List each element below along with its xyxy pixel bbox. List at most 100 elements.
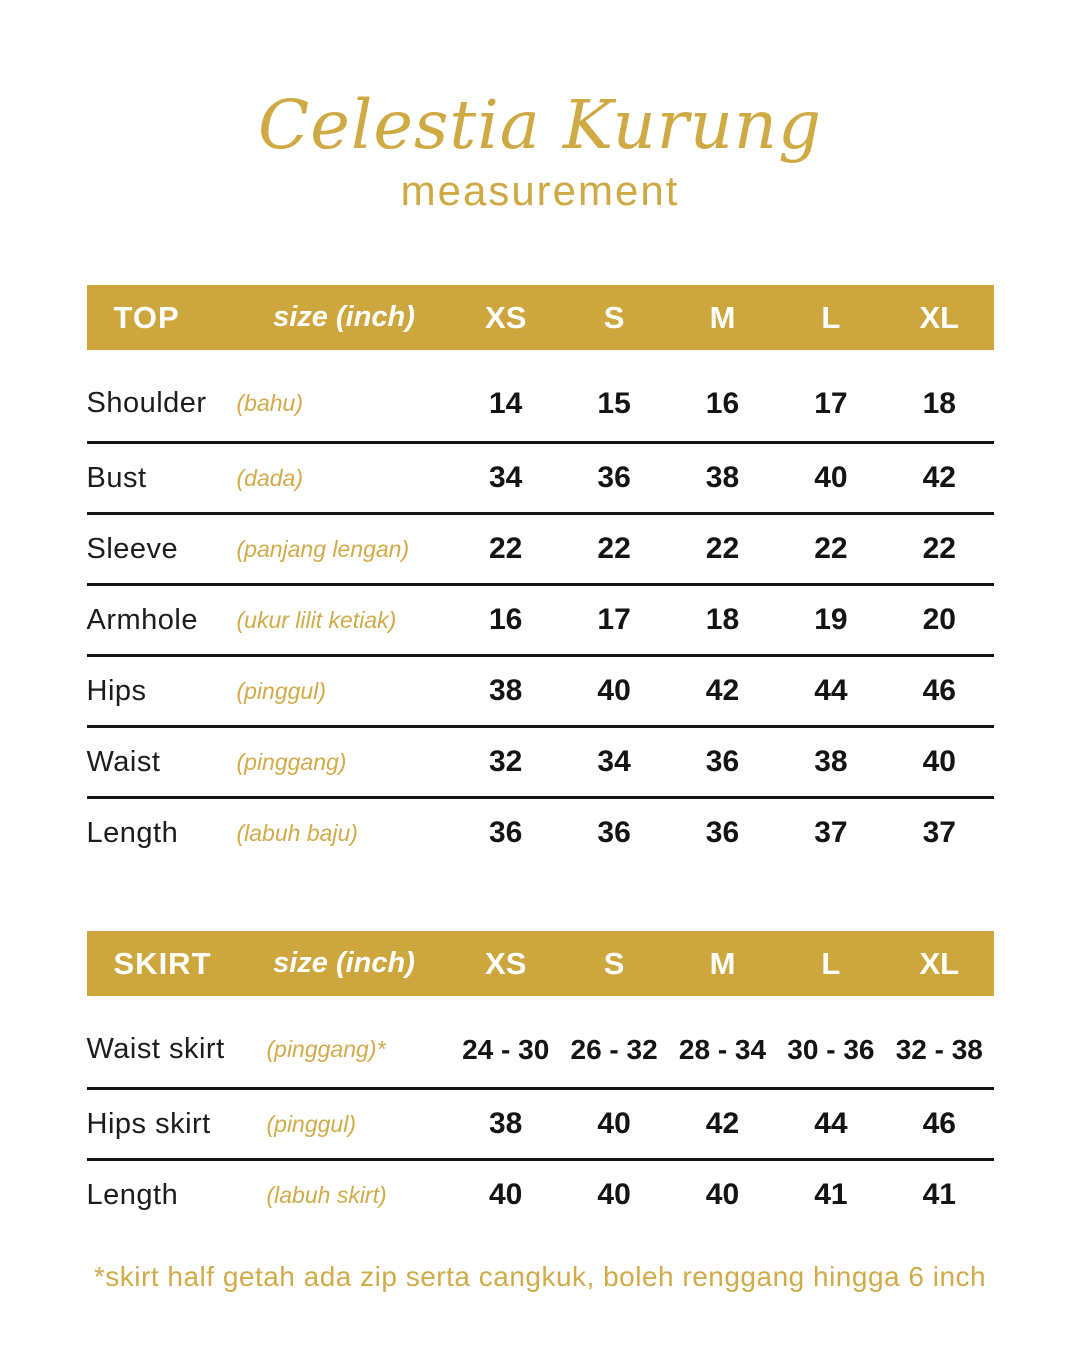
row-label-malay: (ukur lilit ketiak)	[236, 606, 397, 633]
table-row-shoulder: Shoulder (bahu) 14 15 16 17 18	[87, 350, 994, 441]
table-row-length-skirt: Length (labuh skirt) 40 40 40 41 41	[86, 1158, 994, 1229]
cell-m: 18	[705, 603, 740, 637]
cell-l: 30 - 36	[787, 1033, 875, 1065]
cell-s: 36	[597, 816, 631, 850]
row-label: Waist skirt	[86, 1033, 225, 1066]
row-label-malay: (dada)	[236, 464, 303, 491]
row-label: Length	[86, 816, 179, 849]
cell-xs: 38	[489, 674, 523, 708]
top-measurement-table: TOP size (inch) XS S M L XL Shoulder (ba…	[86, 285, 994, 867]
row-label-malay: (pinggul)	[236, 677, 327, 704]
page-title: Celestia Kurung	[258, 86, 822, 164]
cell-s: 36	[597, 461, 631, 495]
row-label: Bust	[86, 461, 147, 494]
size-col-m: M	[709, 945, 736, 981]
cell-m: 36	[705, 816, 740, 850]
row-label: Length	[86, 1178, 179, 1211]
cell-s: 17	[597, 603, 631, 637]
skirt-table-header-bar: SKIRT size (inch) XS S M L XL	[86, 931, 994, 997]
cell-s: 40	[597, 1178, 631, 1212]
row-label-malay: (labuh skirt)	[266, 1181, 387, 1208]
cell-xs: 22	[489, 532, 523, 566]
cell-xl: 46	[922, 674, 956, 708]
row-label-malay: (pinggul)	[266, 1110, 357, 1137]
cell-xs: 16	[489, 603, 523, 637]
table-row-waist: Waist (pinggang) 32 34 36 38 40	[86, 725, 994, 796]
size-col-xl: XL	[919, 945, 960, 981]
cell-xl: 42	[922, 461, 956, 495]
row-label-malay: (pinggang)*	[266, 1036, 386, 1063]
size-col-xs: XS	[485, 299, 527, 335]
row-label: Hips	[86, 674, 147, 707]
cell-l: 41	[814, 1178, 848, 1212]
skirt-footnote: *skirt half getah ada zip serta cangkuk,…	[93, 1261, 987, 1293]
cell-l: 22	[814, 532, 848, 566]
cell-xl: 22	[922, 532, 956, 566]
cell-xs: 14	[489, 386, 523, 420]
cell-xl: 18	[922, 386, 956, 420]
row-label-malay: (pinggang)	[236, 748, 347, 775]
row-label: Armhole	[86, 603, 198, 636]
row-label: Hips skirt	[86, 1107, 211, 1140]
table-name: TOP	[113, 299, 180, 335]
cell-s: 15	[597, 386, 631, 420]
row-label-malay: (labuh baju)	[236, 819, 358, 846]
size-col-s: S	[603, 945, 625, 981]
top-table-header-bar: TOP size (inch) XS S M L XL	[86, 285, 994, 351]
cell-xs: 36	[489, 816, 523, 850]
table-name: SKIRT	[113, 945, 212, 981]
cell-xl: 20	[922, 603, 956, 637]
cell-l: 44	[814, 1107, 848, 1141]
cell-s: 34	[597, 745, 631, 779]
cell-xs: 40	[489, 1178, 523, 1212]
cell-m: 16	[705, 386, 740, 420]
skirt-measurement-table: SKIRT size (inch) XS S M L XL Waist skir…	[86, 931, 994, 1229]
size-col-l: L	[821, 945, 841, 981]
cell-m: 40	[705, 1178, 740, 1212]
cell-xs: 24 - 30	[462, 1033, 550, 1065]
row-label: Shoulder	[86, 387, 207, 420]
table-row-hips: Hips (pinggul) 38 40 42 44 46	[86, 654, 994, 725]
cell-l: 17	[814, 386, 848, 420]
cell-m: 22	[705, 532, 740, 566]
row-label: Waist	[86, 745, 161, 778]
cell-xl: 37	[922, 816, 956, 850]
size-col-m: M	[709, 299, 736, 335]
title-block: Celestia Kurung measurement	[0, 86, 1080, 215]
cell-m: 42	[705, 1107, 740, 1141]
unit-label: size (inch)	[273, 301, 415, 334]
row-label-malay: (panjang lengan)	[236, 535, 410, 562]
cell-xs: 34	[489, 461, 523, 495]
table-row-armhole: Armhole (ukur lilit ketiak) 16 17 18 19 …	[86, 583, 994, 654]
cell-xl: 41	[922, 1178, 956, 1212]
row-label: Sleeve	[86, 532, 179, 565]
cell-xl: 46	[922, 1107, 956, 1141]
cell-s: 40	[597, 1107, 631, 1141]
cell-xl: 32 - 38	[895, 1033, 983, 1065]
cell-s: 40	[597, 674, 631, 708]
row-label-malay: (bahu)	[236, 390, 303, 417]
page-subtitle: measurement	[400, 167, 680, 215]
cell-s: 26 - 32	[570, 1033, 658, 1065]
cell-xs: 32	[489, 745, 523, 779]
cell-l: 44	[814, 674, 848, 708]
cell-l: 37	[814, 816, 848, 850]
size-col-xl: XL	[919, 299, 960, 335]
table-row-waist-skirt: Waist skirt (pinggang)* 24 - 30 26 - 32 …	[87, 996, 994, 1087]
table-row-sleeve: Sleeve (panjang lengan) 22 22 22 22 22	[86, 512, 994, 583]
cell-xl: 40	[922, 745, 956, 779]
cell-xs: 38	[489, 1107, 523, 1141]
cell-l: 40	[814, 461, 848, 495]
cell-l: 38	[814, 745, 848, 779]
table-row-hips-skirt: Hips skirt (pinggul) 38 40 42 44 46	[86, 1087, 994, 1158]
cell-m: 38	[705, 461, 740, 495]
cell-l: 19	[814, 603, 848, 637]
cell-m: 36	[705, 745, 740, 779]
size-col-s: S	[603, 299, 625, 335]
cell-m: 42	[705, 674, 740, 708]
table-row-bust: Bust (dada) 34 36 38 40 42	[86, 441, 994, 512]
cell-s: 22	[597, 532, 631, 566]
size-col-l: L	[821, 299, 841, 335]
unit-label: size (inch)	[273, 947, 415, 980]
